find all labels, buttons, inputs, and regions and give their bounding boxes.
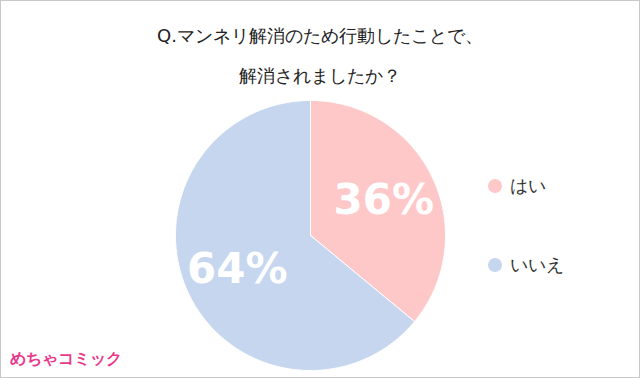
html-text:解消されましたか？: 解消されましたか？ <box>239 65 401 86</box>
html-text:めちゃコミック: めちゃコミック <box>10 349 122 368</box>
html-text:Q.マンネリ解消のため行動したことで、: Q.マンネリ解消のため行動したことで、 <box>157 25 483 46</box>
svg-text:36%: 36% <box>334 175 435 224</box>
html-text:いいえ: いいえ <box>510 254 564 275</box>
svg-text:64%: 64% <box>187 244 288 293</box>
html-text:はい: はい <box>510 175 546 196</box>
